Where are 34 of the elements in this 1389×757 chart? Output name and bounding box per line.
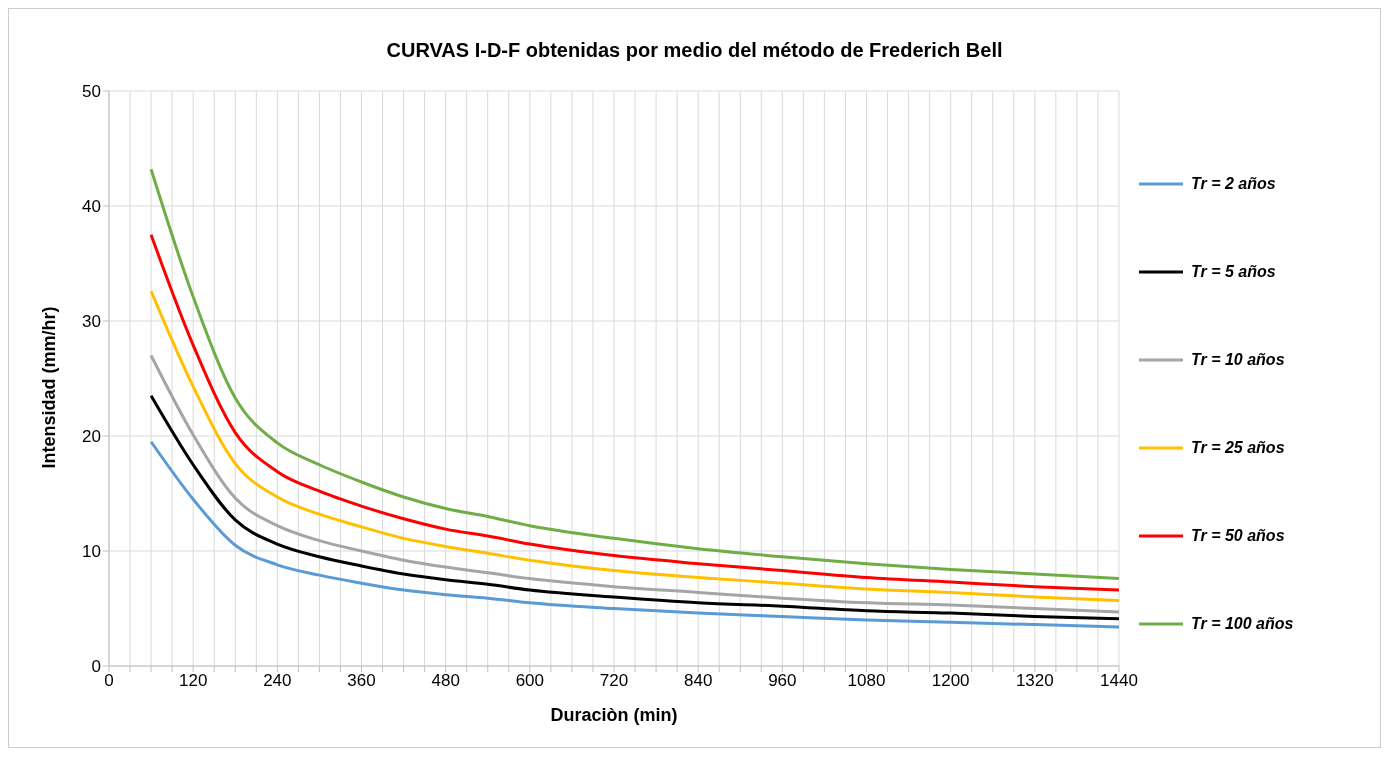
y-tick-label: 40 <box>82 196 101 216</box>
y-tick-label: 30 <box>82 311 101 331</box>
line-series <box>149 233 1119 592</box>
x-tick-label: 840 <box>683 671 713 691</box>
legend-label: Tr = 50 años <box>1191 526 1285 545</box>
y-tick-label: 50 <box>82 81 101 101</box>
line-series <box>149 394 1119 621</box>
chart-title: CURVAS I-D-F obtenidas por medio del método de Frederich Bell <box>385 38 1004 61</box>
x-tick-label: 1080 <box>847 671 886 691</box>
legend-label: Tr = 100 años <box>1191 614 1294 633</box>
x-axis-title: Duraciòn (min) <box>550 705 678 725</box>
x-tick-label: 600 <box>515 671 545 691</box>
y-tick-label: 20 <box>82 426 101 446</box>
x-tick-label: 480 <box>431 671 460 691</box>
x-tick-label: 1200 <box>931 671 970 691</box>
line-series <box>149 440 1119 629</box>
x-tick-label: 240 <box>263 671 292 691</box>
x-tick-label: 1320 <box>1015 671 1054 691</box>
y-tick-label: 10 <box>82 541 101 561</box>
x-tick-label: 360 <box>347 671 376 691</box>
line-series <box>149 289 1119 602</box>
x-tick-label: 120 <box>178 671 208 691</box>
line-series <box>149 354 1119 614</box>
y-tick-label: 0 <box>91 656 101 676</box>
legend-label: Tr = 25 años <box>1191 438 1285 457</box>
line-series <box>149 167 1119 581</box>
legend-label: Tr = 10 años <box>1191 350 1285 369</box>
x-tick-label: 960 <box>768 671 797 691</box>
legend-label: Tr = 5 años <box>1191 262 1276 281</box>
x-tick-label: 1440 <box>1100 671 1138 691</box>
legend-label: Tr = 2 años <box>1191 174 1276 193</box>
x-tick-label: 720 <box>599 671 629 691</box>
y-axis-title: Intensidad (mm/hr) <box>39 306 60 469</box>
x-tick-label: 0 <box>104 671 114 691</box>
